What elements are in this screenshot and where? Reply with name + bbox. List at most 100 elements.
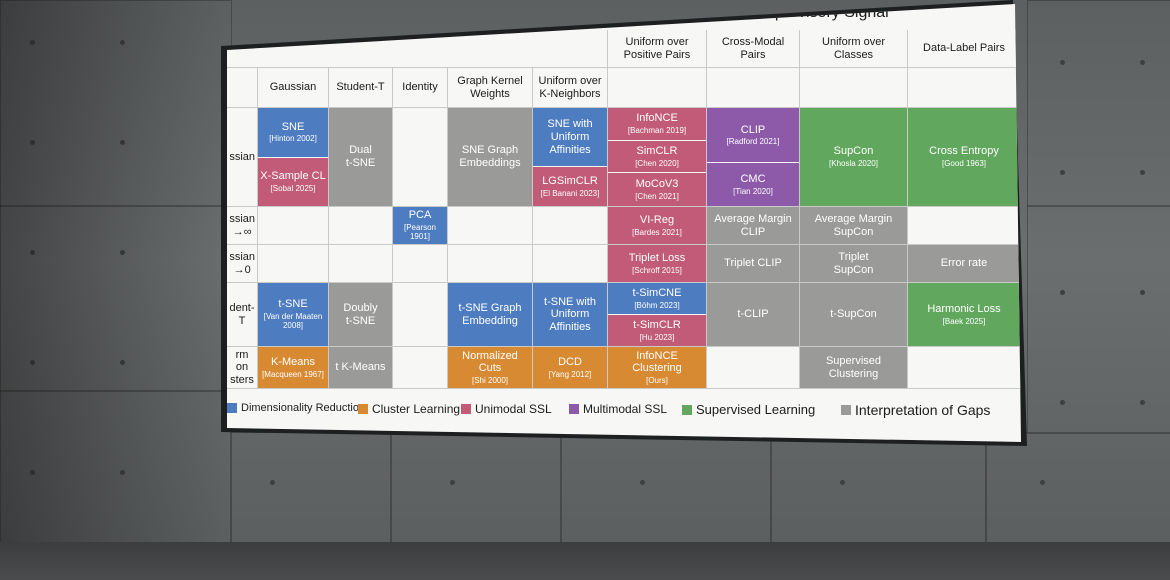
cell-title: SNE Graph Embeddings	[459, 144, 521, 169]
wall-tie-hole	[30, 140, 35, 145]
cell-citation: [Good 1963]	[941, 159, 987, 169]
cell-title: InfoNCE Clustering	[632, 349, 682, 375]
cell-title: Normalized Cuts	[462, 349, 518, 375]
table-cell: MoCoV3 [Chen 2021]	[608, 173, 706, 206]
cell-title: t-SimCLR	[633, 318, 681, 331]
wall-panel	[390, 432, 562, 544]
table-cell: PCA [Pearson 1901]	[393, 207, 447, 244]
cell-citation: [Hinton 2002]	[269, 134, 317, 144]
cell-title: SimCLR	[636, 144, 678, 157]
wall-tie-hole	[450, 480, 455, 485]
cell-citation: [Van der Maaten 2008]	[263, 311, 323, 331]
row-header: ssian	[227, 108, 257, 206]
cell-citation: [Pearson 1901]	[403, 222, 437, 242]
wall-tie-hole	[1040, 480, 1045, 485]
table-cell: CLIP [Radford 2021]	[707, 108, 799, 163]
table-cell: Normalized Cuts [Shi 2000]	[448, 347, 532, 388]
grid-line	[227, 206, 1021, 207]
row-header: ssian →∞	[227, 207, 257, 244]
wall-shadow	[0, 0, 230, 580]
table-cell: t-SNE [Van der Maaten 2008]	[258, 283, 328, 346]
cell-citation: [Bachman 2019]	[627, 125, 687, 135]
cell-title: MoCoV3	[635, 178, 679, 191]
grid-line	[227, 107, 1021, 108]
table-cell: Dual t-SNE	[329, 108, 392, 206]
cell-title: InfoNCE	[636, 112, 678, 125]
legend-item: Interpretation of Gaps	[841, 402, 990, 418]
cell-title: Error rate	[940, 257, 988, 270]
table-cell: SNE Graph Embeddings	[448, 108, 532, 206]
table-cell: K-Means [Macqueen 1967]	[258, 347, 328, 388]
cell-citation: [Hu 2023]	[639, 332, 675, 342]
wall-tie-hole	[1140, 170, 1145, 175]
cell-title: t-SimCNE	[632, 286, 682, 299]
column-header: Uniform over Positive Pairs	[608, 30, 706, 67]
table-cell: X-Sample CL [Sobal 2025]	[258, 157, 328, 206]
table-cell: Supervised Clustering	[800, 347, 907, 388]
cell-title: t K-Means	[335, 361, 386, 374]
table-cell: Harmonic Loss [Baek 2025]	[908, 283, 1020, 346]
cell-citation: [Macqueen 1967]	[262, 369, 324, 379]
wall-tie-hole	[1060, 400, 1065, 405]
table-cell: Triplet Loss [Schroff 2015]	[608, 245, 706, 282]
table-cell: SNE [Hinton 2002]	[258, 108, 328, 157]
cell-title: VI-Reg	[639, 213, 675, 226]
wall-panel	[1027, 0, 1170, 207]
cell-citation: [Tian 2020]	[733, 186, 773, 196]
grid-line	[227, 244, 1021, 245]
table-cell: t-SimCNE [Böhm 2023]	[608, 283, 706, 314]
cell-citation: [Khosla 2020]	[829, 159, 878, 169]
wall-panel	[560, 432, 772, 544]
wall-tie-hole	[640, 480, 645, 485]
cell-title: t-SupCon	[830, 308, 877, 321]
cell-title: t-SNE Graph Embedding	[458, 301, 522, 327]
cell-title: X-Sample CL	[260, 170, 326, 183]
column-header: Uniform over K-Neighbors	[533, 68, 607, 107]
legend-item: Supervised Learning	[682, 402, 815, 417]
table-cell: Error rate	[908, 245, 1020, 282]
cell-title: Average Margin CLIP	[714, 212, 792, 238]
column-header: Identity	[393, 68, 447, 107]
cell-title: SupCon	[833, 145, 874, 158]
column-header: Graph Kernel Weights	[448, 68, 532, 107]
grid-line	[227, 67, 1021, 68]
table-cell: t K-Means	[329, 347, 392, 388]
table-cell: LGSimCLR [El Banani 2023]	[533, 167, 607, 206]
grid-line	[227, 346, 1021, 347]
column-header: Uniform over Classes	[800, 30, 907, 67]
cell-citation: [Shi 2000]	[471, 375, 509, 385]
cell-citation: [Chen 2021]	[635, 191, 679, 201]
legend-swatch	[461, 404, 471, 414]
cell-citation: [Chen 2020]	[635, 158, 679, 168]
cell-title: Triplet Loss	[628, 251, 686, 264]
cell-title: Cross Entropy	[929, 145, 999, 158]
cell-title: Triplet CLIP	[724, 257, 782, 270]
table-cell: Cross Entropy [Good 1963]	[908, 108, 1020, 206]
cell-citation: [Bardes 2021]	[632, 227, 682, 237]
legend-label: Unimodal SSL	[475, 402, 552, 416]
table-cell: t-SNE Graph Embedding	[448, 283, 532, 346]
legend-swatch	[569, 404, 579, 414]
legend-swatch	[358, 404, 368, 414]
row-header: ssian →0	[227, 245, 257, 282]
wall-tie-hole	[1060, 170, 1065, 175]
wall-tie-hole	[30, 470, 35, 475]
cell-citation: [El Banani 2023]	[540, 188, 600, 198]
legend-label: Multimodal SSL	[583, 402, 668, 416]
table-cell: t-SNE with Uniform Affinities	[533, 283, 607, 346]
legend-label: Cluster Learning	[372, 402, 461, 416]
grid-line	[607, 30, 608, 389]
table-cell: InfoNCE Clustering [Ours]	[608, 347, 706, 388]
grid-line	[799, 30, 800, 389]
table-cell: CMC [Tian 2020]	[707, 163, 799, 206]
table-cell: t-SupCon	[800, 283, 907, 346]
wall-tie-hole	[120, 360, 125, 365]
legend-item: Multimodal SSL	[569, 402, 667, 416]
cell-title: CLIP	[740, 123, 766, 136]
legend: Dimensionality Reduction Cluster Learning…	[227, 394, 1021, 424]
grid-line	[447, 68, 448, 389]
wall-tie-hole	[840, 480, 845, 485]
legend-label: Interpretation of Gaps	[855, 402, 991, 418]
legend-item: Cluster Learning	[358, 402, 460, 416]
wall-tie-hole	[30, 250, 35, 255]
